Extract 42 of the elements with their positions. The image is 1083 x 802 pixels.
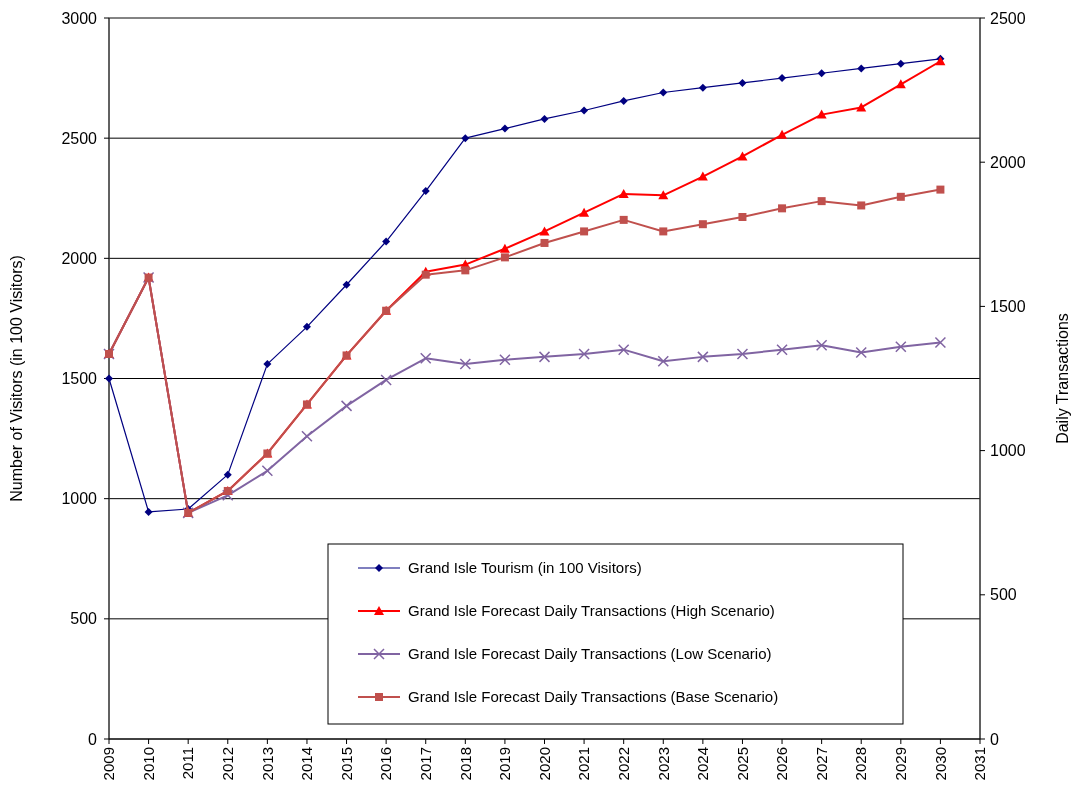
x-tick-label: 2015 bbox=[337, 747, 355, 781]
y-tick-label: 2500 bbox=[61, 129, 98, 147]
x-tick-label: 2011 bbox=[179, 747, 197, 780]
y-tick-label: 3000 bbox=[61, 9, 98, 27]
x-tick-label: 2013 bbox=[258, 747, 276, 781]
x-tick-label: 2019 bbox=[496, 747, 514, 781]
legend-label: Grand Isle Forecast Daily Transactions (High Scenario) bbox=[408, 602, 775, 620]
x-tick-label: 2017 bbox=[416, 747, 434, 781]
y2-tick-label: 2500 bbox=[990, 9, 1026, 27]
y-tick-label: 500 bbox=[70, 610, 98, 628]
y-tick-label: 2000 bbox=[61, 249, 98, 267]
y2-tick-label: 1000 bbox=[990, 442, 1026, 460]
y2-tick-label: 2000 bbox=[990, 153, 1026, 171]
legend-label: Grand Isle Forecast Daily Transactions (Low Scenario) bbox=[408, 645, 772, 663]
y-tick-label: 1500 bbox=[61, 370, 98, 388]
x-tick-label: 2028 bbox=[852, 747, 870, 781]
y-tick-label: 0 bbox=[88, 730, 98, 748]
x-tick-label: 2029 bbox=[892, 747, 910, 781]
x-tick-label: 2020 bbox=[535, 747, 553, 781]
x-tick-label: 2021 bbox=[575, 747, 593, 781]
legend-label: Grand Isle Forecast Daily Transactions (Base Scenario) bbox=[408, 688, 779, 706]
x-tick-label: 2031 bbox=[971, 747, 989, 781]
x-tick-label: 2026 bbox=[773, 747, 791, 781]
x-tick-label: 2030 bbox=[931, 747, 949, 781]
y2-tick-label: 0 bbox=[990, 730, 999, 748]
x-tick-label: 2023 bbox=[654, 747, 672, 781]
x-tick-label: 2024 bbox=[694, 747, 712, 781]
y2-tick-label: 500 bbox=[990, 586, 1017, 604]
x-tick-label: 2010 bbox=[139, 747, 157, 781]
x-tick-label: 2009 bbox=[100, 747, 118, 781]
x-tick-label: 2018 bbox=[456, 747, 474, 781]
legend-label: Grand Isle Tourism (in 100 Visitors) bbox=[408, 559, 642, 577]
y-axis-title: Number of Visitors (in 100 Visitors) bbox=[8, 255, 25, 502]
y2-tick-label: 1500 bbox=[990, 298, 1026, 315]
x-tick-label: 2025 bbox=[733, 747, 751, 781]
x-tick-label: 2016 bbox=[377, 747, 395, 781]
x-tick-label: 2014 bbox=[298, 747, 316, 781]
x-tick-label: 2022 bbox=[614, 747, 632, 781]
x-tick-label: 2027 bbox=[812, 747, 830, 781]
y2-axis-title: Daily Transactions bbox=[1054, 313, 1071, 444]
y-tick-label: 1000 bbox=[61, 490, 98, 508]
x-tick-label: 2012 bbox=[219, 747, 237, 781]
